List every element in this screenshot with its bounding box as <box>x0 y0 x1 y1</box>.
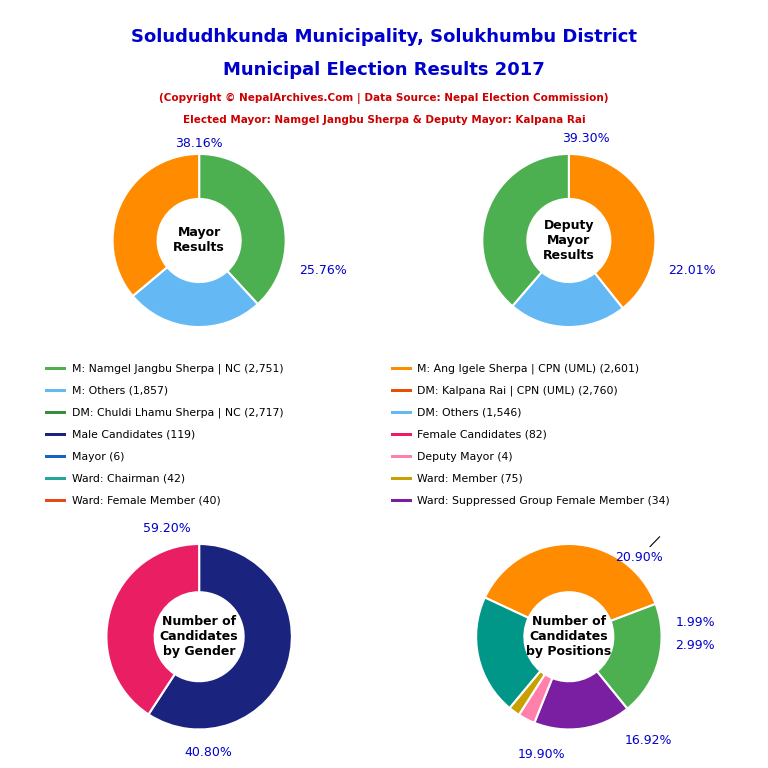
Bar <box>391 411 412 414</box>
Text: DM: Others (1,546): DM: Others (1,546) <box>417 408 521 418</box>
Text: Male Candidates (119): Male Candidates (119) <box>71 430 195 440</box>
Bar <box>391 389 412 392</box>
Wedge shape <box>509 671 545 715</box>
Text: Female Candidates (82): Female Candidates (82) <box>417 430 547 440</box>
Bar <box>391 499 412 502</box>
Text: 2.99%: 2.99% <box>676 640 715 653</box>
Text: 19.90%: 19.90% <box>517 748 564 761</box>
Text: 1.99%: 1.99% <box>676 616 715 629</box>
Text: 37.31%: 37.31% <box>0 767 1 768</box>
Wedge shape <box>535 671 627 730</box>
Text: Number of
Candidates
by Positions: Number of Candidates by Positions <box>526 615 611 658</box>
Text: 40.80%: 40.80% <box>184 746 233 759</box>
Wedge shape <box>482 154 569 306</box>
Text: Municipal Election Results 2017: Municipal Election Results 2017 <box>223 61 545 79</box>
Wedge shape <box>107 544 199 714</box>
Text: 36.08%: 36.08% <box>0 767 1 768</box>
Wedge shape <box>597 604 661 709</box>
Bar <box>391 455 412 458</box>
Wedge shape <box>519 674 552 723</box>
Text: 16.92%: 16.92% <box>624 734 672 747</box>
Text: (Copyright © NepalArchives.Com | Data Source: Nepal Election Commission): (Copyright © NepalArchives.Com | Data So… <box>159 94 609 104</box>
Text: DM: Kalpana Rai | CPN (UML) (2,760): DM: Kalpana Rai | CPN (UML) (2,760) <box>417 386 618 396</box>
Text: Ward: Female Member (40): Ward: Female Member (40) <box>71 496 220 506</box>
Text: M: Namgel Jangbu Sherpa | NC (2,751): M: Namgel Jangbu Sherpa | NC (2,751) <box>71 363 283 374</box>
Text: 38.16%: 38.16% <box>175 137 223 150</box>
Wedge shape <box>133 267 258 327</box>
Text: Deputy
Mayor
Results: Deputy Mayor Results <box>543 219 594 262</box>
Bar <box>45 389 66 392</box>
Text: 59.20%: 59.20% <box>143 521 190 535</box>
Bar <box>45 433 66 436</box>
Wedge shape <box>113 154 199 296</box>
Wedge shape <box>476 598 541 708</box>
Text: Mayor
Results: Mayor Results <box>174 227 225 254</box>
Wedge shape <box>148 544 292 730</box>
Text: 25.76%: 25.76% <box>299 264 346 277</box>
Bar <box>391 478 412 480</box>
Text: M: Ang Igele Sherpa | CPN (UML) (2,601): M: Ang Igele Sherpa | CPN (UML) (2,601) <box>417 363 639 374</box>
Text: Solududhkunda Municipality, Solukhumbu District: Solududhkunda Municipality, Solukhumbu D… <box>131 28 637 46</box>
Wedge shape <box>512 272 623 327</box>
Wedge shape <box>569 154 655 308</box>
Text: 39.30%: 39.30% <box>562 132 610 145</box>
Bar <box>45 499 66 502</box>
Text: Ward: Member (75): Ward: Member (75) <box>417 474 523 484</box>
Text: 20.90%: 20.90% <box>615 537 663 564</box>
Text: Elected Mayor: Namgel Jangbu Sherpa & Deputy Mayor: Kalpana Rai: Elected Mayor: Namgel Jangbu Sherpa & De… <box>183 115 585 125</box>
Wedge shape <box>485 544 656 621</box>
Text: Number of
Candidates
by Gender: Number of Candidates by Gender <box>160 615 238 658</box>
Text: DM: Chuldi Lhamu Sherpa | NC (2,717): DM: Chuldi Lhamu Sherpa | NC (2,717) <box>71 407 283 418</box>
Text: 22.01%: 22.01% <box>668 264 716 277</box>
Bar <box>391 433 412 436</box>
Bar <box>45 411 66 414</box>
Bar <box>45 455 66 458</box>
Text: 38.69%: 38.69% <box>0 767 1 768</box>
Bar <box>391 367 412 370</box>
Text: M: Others (1,857): M: Others (1,857) <box>71 386 167 396</box>
Text: Ward: Suppressed Group Female Member (34): Ward: Suppressed Group Female Member (34… <box>417 496 670 506</box>
Text: Ward: Chairman (42): Ward: Chairman (42) <box>71 474 184 484</box>
Bar <box>45 367 66 370</box>
Text: Deputy Mayor (4): Deputy Mayor (4) <box>417 452 513 462</box>
Bar <box>45 478 66 480</box>
Wedge shape <box>199 154 286 304</box>
Text: Mayor (6): Mayor (6) <box>71 452 124 462</box>
